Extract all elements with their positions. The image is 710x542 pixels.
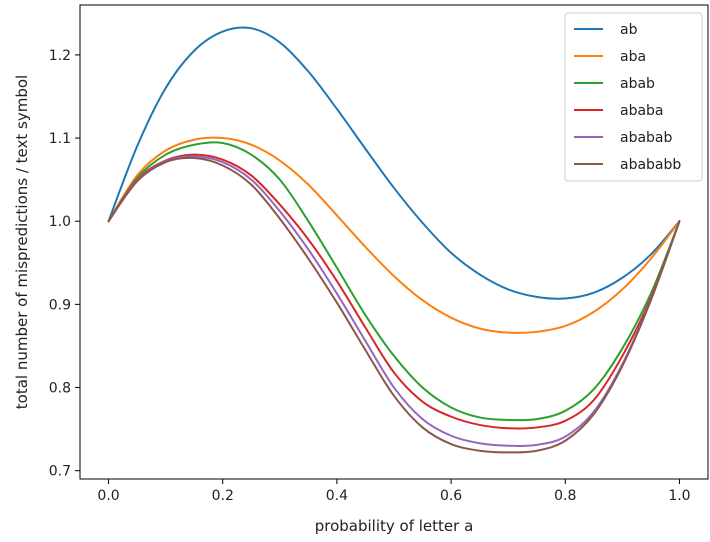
y-tick-label: 1.1 (49, 131, 71, 147)
y-tick-label: 1.2 (49, 48, 71, 64)
plot-lines (107, 26, 681, 454)
y-tick-label: 0.8 (49, 381, 71, 397)
x-axis-ticks: 0.0 0.2 0.4 0.6 0.8 1.0 (97, 479, 691, 504)
legend-label-abab: abab (620, 76, 655, 92)
y-tick-label: 1.0 (49, 214, 71, 230)
x-tick-label: 0.4 (326, 488, 348, 504)
y-axis-label: total number of mispredictions / text sy… (13, 75, 31, 409)
x-tick-label: 0.8 (554, 488, 576, 504)
y-tick-label: 0.7 (49, 464, 71, 480)
x-axis-label: probability of letter a (315, 517, 474, 535)
series-line-abab (107, 141, 681, 422)
legend-label-ababab: ababab (620, 130, 673, 146)
legend-label-ababa: ababa (620, 103, 664, 119)
series-line-ababa (107, 153, 681, 430)
series-line-aba (107, 136, 681, 334)
x-tick-label: 0.0 (97, 488, 119, 504)
legend-label-aba: aba (620, 49, 646, 65)
series-line-ab (107, 26, 681, 300)
series-line-abababb (107, 156, 681, 454)
x-tick-label: 0.2 (212, 488, 234, 504)
legend-label-abababb: abababb (620, 157, 681, 173)
x-tick-label: 0.6 (440, 488, 462, 504)
legend-frame (564, 12, 703, 182)
series-line-ababab (107, 155, 681, 447)
legend-label-ab: ab (620, 22, 638, 38)
plot-frame (79, 4, 709, 480)
y-tick-label: 0.9 (49, 297, 71, 313)
x-tick-label: 1.0 (668, 488, 690, 504)
y-axis-ticks: 0.7 0.8 0.9 1.0 1.1 1.2 (49, 48, 80, 480)
